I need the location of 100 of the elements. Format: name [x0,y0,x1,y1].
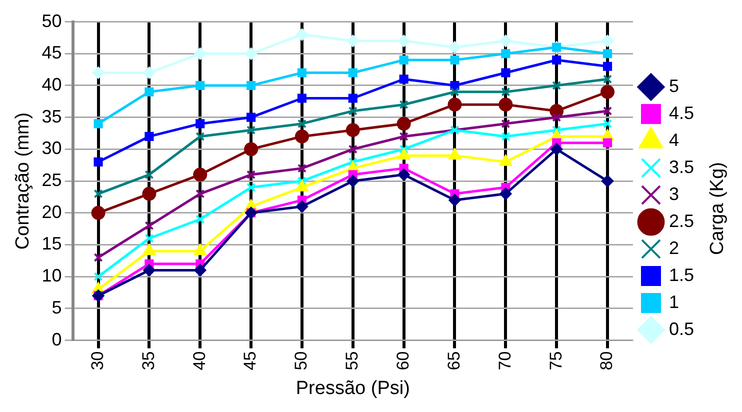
legend-label: 3.5 [668,156,694,177]
point [245,48,258,60]
point [498,98,513,112]
point [92,66,104,79]
point [346,175,359,188]
point [196,132,205,141]
legend-label: 2 [668,238,679,258]
point [500,188,512,200]
y-tick-label: 50 [42,10,62,31]
point [143,264,156,276]
point [500,34,512,47]
legend-label: 1 [668,292,679,312]
point [602,175,614,188]
point [296,200,308,213]
point [196,119,205,128]
point [552,112,562,122]
point [246,126,256,135]
x-tick-label: 75 [546,351,566,370]
point [348,68,358,78]
x-axis-title: Pressão (Psi) [296,378,410,399]
legend-label: 0.5 [668,318,694,339]
x-tick-label: 30 [88,351,107,370]
point [144,132,154,141]
point [448,98,462,112]
x-tick-label: 65 [444,351,464,370]
point [142,186,156,201]
point [602,62,612,71]
y-tick-label: 15 [42,234,62,254]
point [194,244,206,256]
point [398,168,410,181]
point [552,126,562,135]
point [602,74,612,84]
point [297,68,307,78]
point [194,48,206,60]
point [143,244,156,256]
point [399,132,408,141]
point [297,94,307,103]
point [244,142,258,156]
point [602,106,612,116]
y-tick-label: 45 [42,42,62,63]
x-tick-label: 55 [342,351,362,370]
point [602,138,612,148]
point [399,74,408,84]
point [144,170,154,180]
legend-title: Carga (Kg) [707,162,728,255]
legend-label: 1.5 [668,264,694,285]
x-tick-label: 80 [597,351,616,370]
x-tick-label: 45 [240,351,260,370]
point [552,55,562,65]
y-tick-label: 20 [42,202,62,222]
point [399,100,408,110]
y-tick-label: 25 [42,170,62,190]
legend-label: 4 [668,130,679,150]
point [450,87,460,96]
point [196,189,205,198]
point [448,194,461,206]
point [396,116,411,131]
point [296,28,308,41]
point [296,180,308,192]
legend-label: 3 [668,184,679,204]
legend-label: 4.5 [668,102,694,123]
y-tick-label: 40 [42,74,62,94]
point [450,55,460,65]
y-tick-label: 30 [42,138,62,158]
point [246,112,256,122]
x-tick-label: 70 [495,351,514,370]
y-tick-label: 0 [52,329,62,350]
point [94,252,103,262]
point [448,148,461,160]
point [246,170,256,180]
point [398,148,410,160]
point [94,189,103,198]
point [196,80,205,90]
point [448,41,461,54]
point [600,84,615,99]
point [91,206,106,220]
point [297,119,307,128]
point [501,49,510,58]
point [144,234,154,243]
y-tick-label: 35 [42,106,62,126]
point [194,264,206,276]
point [144,221,154,230]
y-tick-label: 5 [52,297,62,318]
point [94,157,103,166]
legend-label: 5 [668,76,679,96]
point [501,68,510,78]
point [602,49,612,58]
legend-label: 2.5 [668,210,694,231]
point [348,106,358,116]
point [246,182,256,192]
point [602,119,612,128]
point [294,129,309,144]
point [297,164,307,173]
point [246,80,256,90]
point [501,87,510,96]
x-tick-label: 40 [190,351,209,370]
y-axis-title: Contração (mm) [12,112,34,250]
point [399,55,408,65]
point [196,214,205,224]
point [398,34,410,47]
